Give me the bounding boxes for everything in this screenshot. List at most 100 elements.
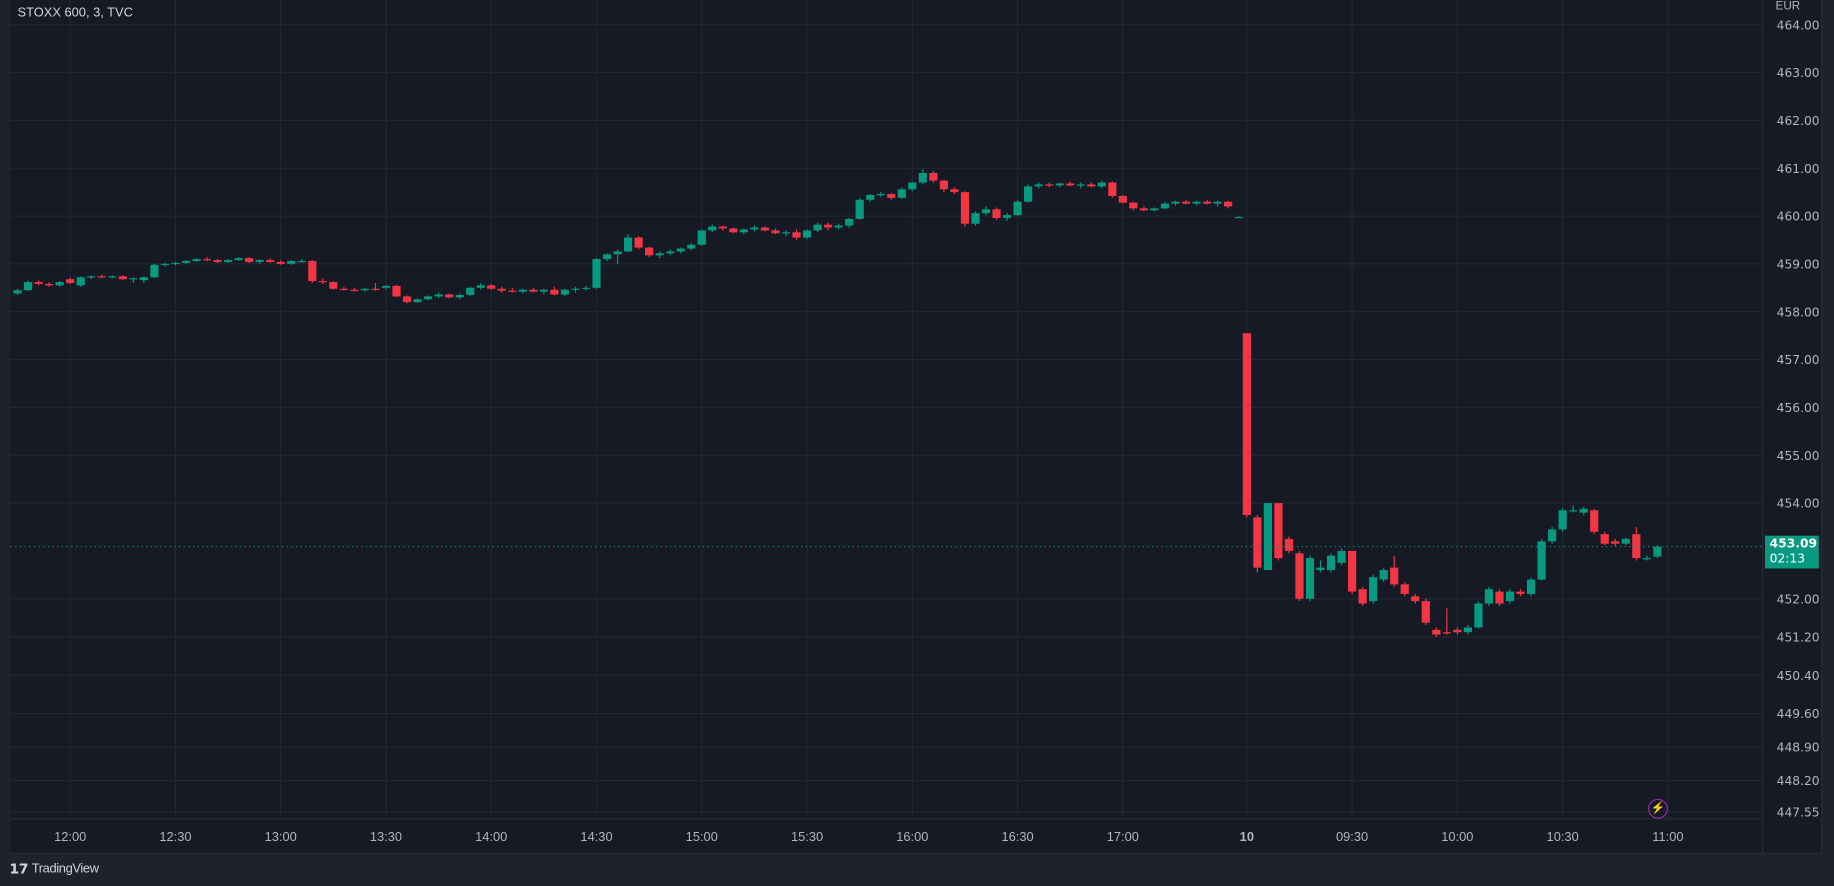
time-tick-label: 17:00 bbox=[1107, 829, 1139, 844]
candle-body bbox=[434, 294, 443, 297]
candle-body bbox=[108, 276, 117, 278]
candle-body bbox=[360, 288, 370, 291]
candle-body bbox=[1253, 517, 1262, 568]
price-tick-label: 447.55 bbox=[1777, 805, 1820, 819]
candle-body bbox=[560, 289, 570, 295]
candle-body bbox=[1495, 591, 1504, 604]
candle-body bbox=[971, 213, 980, 224]
candle-body bbox=[1569, 510, 1578, 512]
candle-body bbox=[1369, 577, 1378, 602]
candle-body bbox=[1087, 184, 1096, 187]
candle-body bbox=[329, 282, 338, 289]
time-tick-label: 14:30 bbox=[580, 829, 612, 844]
candle-body bbox=[1024, 186, 1033, 202]
price-tick-label: 455.00 bbox=[1777, 449, 1820, 463]
lightning-icon[interactable]: ⚡ bbox=[1648, 798, 1668, 819]
candle-body bbox=[1653, 546, 1662, 557]
candle-body bbox=[371, 288, 380, 290]
candle-body bbox=[539, 289, 548, 292]
candle-body bbox=[813, 224, 822, 231]
candle-body bbox=[1526, 579, 1536, 594]
candle-body bbox=[739, 229, 748, 233]
candle-body bbox=[960, 192, 970, 224]
price-tick-label: 454.00 bbox=[1777, 497, 1820, 511]
candle-body bbox=[213, 260, 222, 262]
candle-body bbox=[1537, 541, 1546, 580]
candle-body bbox=[76, 277, 85, 286]
tradingview-footer[interactable]: 𝟭𝟳 TradingView bbox=[9, 860, 99, 879]
currency-label[interactable]: EUR bbox=[1775, 0, 1801, 13]
chart-pane[interactable]: 464.00 463.00 462.00 461.00 460.00 459.00 458.… bbox=[10, 0, 1823, 854]
candle-body bbox=[687, 244, 696, 249]
candle-body bbox=[276, 261, 285, 264]
candle-body bbox=[1118, 195, 1127, 203]
price-tick-label: 457.00 bbox=[1777, 353, 1820, 367]
candle-body bbox=[1621, 538, 1630, 544]
candle-body bbox=[45, 283, 54, 286]
candle-body bbox=[171, 262, 180, 265]
price-tick-label: 456.00 bbox=[1777, 401, 1820, 415]
candle-body bbox=[255, 260, 264, 262]
candle-body bbox=[1390, 567, 1399, 585]
price-tick-label: 452.00 bbox=[1777, 592, 1820, 606]
symbol-title[interactable]: STOXX 600, 3, TVC bbox=[17, 5, 133, 20]
candle-body bbox=[1076, 184, 1085, 186]
candle-body bbox=[1400, 584, 1409, 594]
candle-body bbox=[1548, 529, 1557, 542]
candle-body bbox=[1181, 201, 1191, 204]
candle-body bbox=[1579, 508, 1588, 513]
candlestick-chart[interactable]: 464.00 463.00 462.00 461.00 460.00 459.00 458.… bbox=[10, 0, 1822, 853]
candle-body bbox=[887, 194, 896, 198]
candle-body bbox=[1411, 596, 1420, 602]
candle-body bbox=[908, 182, 917, 190]
candle-body bbox=[455, 294, 464, 298]
candle-body bbox=[1171, 201, 1180, 204]
candle-body bbox=[939, 180, 948, 190]
candle-body bbox=[781, 232, 791, 234]
candle-body bbox=[729, 228, 738, 233]
candle-body bbox=[1274, 503, 1283, 559]
candle-body bbox=[1213, 201, 1222, 204]
time-tick-label: 13:30 bbox=[370, 829, 402, 844]
tradingview-logo-icon: 𝟭𝟳 bbox=[9, 860, 29, 878]
candle-body bbox=[750, 227, 759, 230]
time-tick-label: 10:30 bbox=[1547, 829, 1579, 844]
candle-body bbox=[297, 261, 306, 263]
candle-body bbox=[97, 276, 106, 278]
time-tick-label: 12:30 bbox=[159, 829, 191, 844]
time-tick-label: 16:30 bbox=[1001, 829, 1033, 844]
candle-body bbox=[223, 260, 233, 262]
candle-body bbox=[529, 289, 538, 292]
candle-body bbox=[634, 237, 643, 248]
candle-body bbox=[981, 209, 991, 214]
candle-body bbox=[1192, 201, 1201, 204]
candle-body bbox=[1034, 184, 1043, 187]
candle-body bbox=[1632, 534, 1641, 559]
time-tick-label: 16:00 bbox=[896, 829, 928, 844]
time-tick-label: 11:00 bbox=[1652, 829, 1683, 844]
candle-body bbox=[592, 259, 601, 288]
candle-body bbox=[1242, 333, 1251, 516]
candle-body bbox=[1316, 567, 1325, 571]
candle-body bbox=[855, 199, 864, 219]
candle-body bbox=[129, 278, 138, 280]
candle-body bbox=[1642, 558, 1651, 560]
time-tick-label: 15:30 bbox=[791, 829, 823, 844]
candle-body bbox=[1139, 208, 1149, 211]
time-tick-label: 14:00 bbox=[475, 829, 507, 844]
candle-body bbox=[876, 194, 885, 196]
candle-body bbox=[1337, 550, 1346, 563]
candle-body bbox=[1234, 216, 1243, 219]
candle-body bbox=[950, 189, 959, 193]
price-tick-label: 463.00 bbox=[1777, 66, 1820, 80]
last-price-value: 453.09 bbox=[1769, 537, 1818, 552]
candle-body bbox=[697, 230, 706, 245]
candle-body bbox=[518, 289, 527, 292]
candle-body bbox=[1484, 589, 1494, 604]
candle-body bbox=[66, 279, 75, 284]
time-tick-label: 10 bbox=[1240, 829, 1254, 844]
time-tick-label: 12:00 bbox=[54, 829, 86, 844]
candle-body bbox=[1326, 555, 1336, 571]
candle-body bbox=[792, 232, 801, 238]
last-price-label: 453.09 02:13 bbox=[1764, 536, 1819, 569]
